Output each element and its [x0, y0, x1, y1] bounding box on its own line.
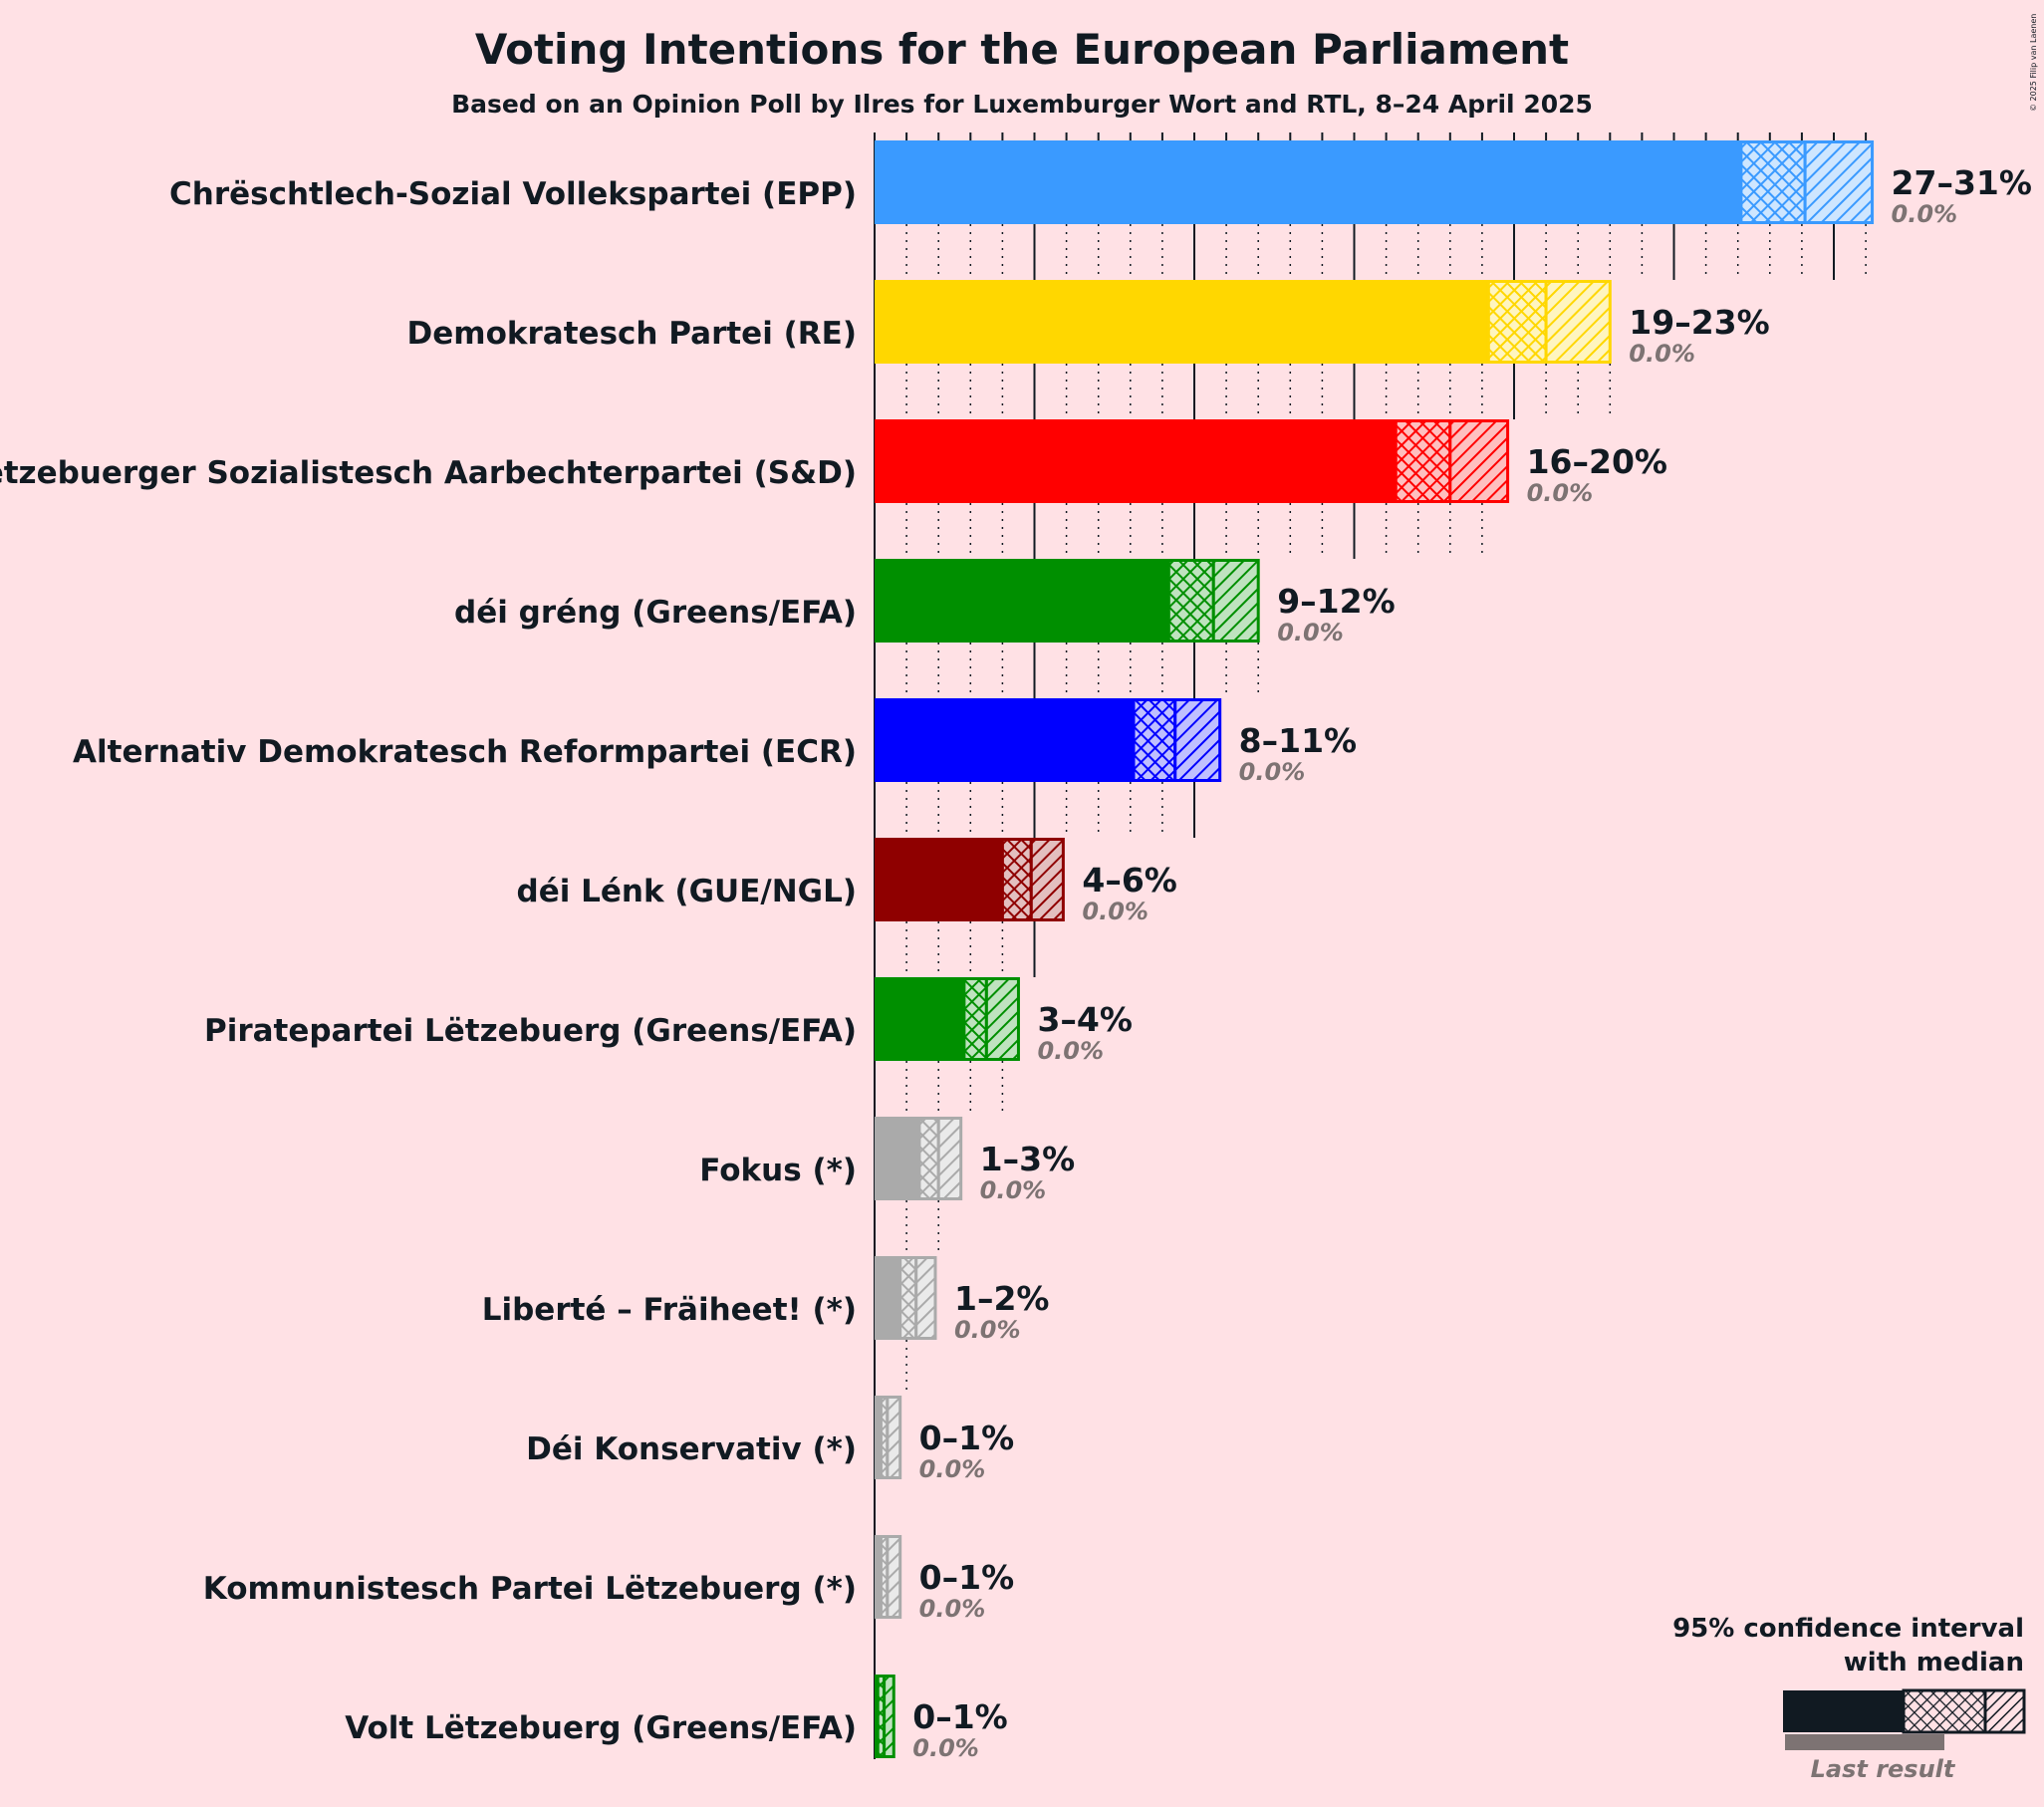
chart-title: Voting Intentions for the European Parli…: [475, 25, 1569, 74]
party-label: Liberté – Fräiheet! (*): [482, 1292, 857, 1328]
party-label: Demokratesch Partei (RE): [407, 316, 857, 352]
bar-ci-lower-segment: [962, 977, 988, 1061]
bar-ci-upper-segment: [914, 1256, 937, 1340]
grid-lines: [874, 132, 1868, 1759]
party-bar-group: [875, 1396, 902, 1479]
party-label: Kommunistesch Partei Lëtzebuerg (*): [203, 1571, 857, 1607]
party-label: Chrëschtlech-Sozial Vollekspartei (EPP): [169, 176, 857, 212]
legend-last-result-swatch: [1785, 1734, 1944, 1750]
bar-ci-upper-segment: [1211, 559, 1260, 643]
party-label: Volt Lëtzebuerg (Greens/EFA): [345, 1710, 857, 1746]
bar-solid-segment: [875, 838, 1003, 921]
last-result-label: 0.0%: [980, 1176, 1047, 1204]
range-label: 19–23%: [1629, 303, 1769, 342]
bar-ci-upper-segment: [886, 1535, 902, 1619]
party-label: Fokus (*): [699, 1153, 857, 1188]
bar-ci-upper-segment: [1173, 698, 1222, 782]
bar-ci-lower-segment: [1739, 140, 1807, 224]
last-result-label: 0.0%: [1629, 340, 1695, 368]
bar-ci-upper-segment: [1029, 838, 1065, 921]
legend-last-result-label: Last result: [1811, 1755, 1956, 1783]
range-label: 0–1%: [919, 1419, 1015, 1457]
legend-ci-label: 95% confidence interval: [1672, 1614, 2024, 1644]
range-label: 3–4%: [1037, 1000, 1133, 1039]
bar-labels: Chrëschtlech-Sozial Vollekspartei (EPP) 2…: [0, 163, 2032, 1762]
last-result-label: 0.0%: [954, 1316, 1021, 1344]
legend: 95% confidence interval with median Last…: [1672, 1614, 2026, 1783]
bar-solid-segment: [875, 698, 1135, 782]
legend-hatch-swatch: [1983, 1688, 2026, 1734]
party-label: déi Lénk (GUE/NGL): [517, 874, 857, 909]
bar-ci-lower-segment: [917, 1117, 940, 1200]
party-bar-group: [875, 1675, 895, 1758]
last-result-label: 0.0%: [912, 1734, 979, 1762]
bar-ci-upper-segment: [1544, 280, 1612, 364]
range-label: 4–6%: [1082, 861, 1177, 900]
bar-solid-segment: [875, 1675, 879, 1758]
party-bar-group: [875, 140, 1875, 224]
bar-solid-segment: [875, 280, 1489, 364]
range-label: 0–1%: [912, 1697, 1008, 1736]
bars: [875, 140, 1875, 1758]
bar-solid-segment: [875, 559, 1169, 643]
bar-ci-upper-segment: [1448, 419, 1510, 503]
bar-ci-upper-segment: [936, 1117, 963, 1200]
range-label: 9–12%: [1277, 582, 1395, 621]
party-label: déi gréng (Greens/EFA): [454, 595, 857, 631]
bar-solid-segment: [875, 419, 1397, 503]
legend-crosshatch-swatch: [1902, 1688, 1987, 1734]
bar-ci-upper-segment: [1803, 140, 1875, 224]
party-label: Alternativ Demokratesch Reformpartei (EC…: [73, 734, 857, 770]
bar-ci-lower-segment: [1394, 419, 1452, 503]
party-bar-group: [875, 1117, 963, 1200]
range-label: 0–1%: [919, 1558, 1015, 1597]
bar-solid-segment: [875, 977, 964, 1061]
range-label: 27–31%: [1892, 163, 2032, 202]
party-bar-group: [875, 1535, 902, 1619]
bar-ci-lower-segment: [1486, 280, 1548, 364]
party-bar-group: [875, 838, 1065, 921]
bar-solid-segment: [875, 1256, 900, 1340]
bar-solid-segment: [875, 1117, 919, 1200]
bar-ci-lower-segment: [1166, 559, 1215, 643]
last-result-label: 0.0%: [919, 1455, 986, 1483]
chart-subtitle: Based on an Opinion Poll by Ilres for Lu…: [451, 90, 1593, 119]
party-bar-group: [875, 698, 1222, 782]
range-label: 16–20%: [1527, 442, 1667, 481]
last-result-label: 0.0%: [1892, 200, 1958, 228]
bar-ci-lower-segment: [1000, 838, 1033, 921]
last-result-label: 0.0%: [919, 1595, 986, 1623]
last-result-label: 0.0%: [1239, 758, 1306, 786]
party-label: Déi Konservativ (*): [526, 1431, 857, 1467]
party-bar-group: [875, 977, 1020, 1061]
bar-solid-segment: [875, 1396, 882, 1479]
bar-ci-lower-segment: [1132, 698, 1177, 782]
bar-ci-lower-segment: [898, 1256, 918, 1340]
last-result-label: 0.0%: [1082, 898, 1149, 925]
party-label: Lëtzebuerger Sozialistesch Aarbechterpar…: [0, 455, 857, 491]
party-label: Piratepartei Lëtzebuerg (Greens/EFA): [204, 1013, 857, 1049]
bar-ci-upper-segment: [984, 977, 1020, 1061]
last-result-label: 0.0%: [1037, 1037, 1104, 1065]
party-bar-group: [875, 419, 1510, 503]
bar-solid-segment: [875, 1535, 882, 1619]
party-bar-group: [875, 280, 1612, 364]
legend-median-label: with median: [1844, 1648, 2024, 1678]
bar-solid-segment: [875, 140, 1741, 224]
range-label: 8–11%: [1239, 721, 1357, 760]
legend-solid-swatch: [1783, 1690, 1904, 1732]
range-label: 1–3%: [980, 1140, 1075, 1178]
last-result-label: 0.0%: [1277, 619, 1344, 646]
range-label: 1–2%: [954, 1279, 1050, 1318]
bar-ci-upper-segment: [886, 1396, 902, 1479]
party-bar-group: [875, 1256, 937, 1340]
party-bar-group: [875, 559, 1260, 643]
last-result-label: 0.0%: [1527, 479, 1594, 507]
bar-ci-upper-segment: [883, 1675, 895, 1758]
copyright-notice: © 2025 Filip van Laenen: [2029, 14, 2038, 112]
